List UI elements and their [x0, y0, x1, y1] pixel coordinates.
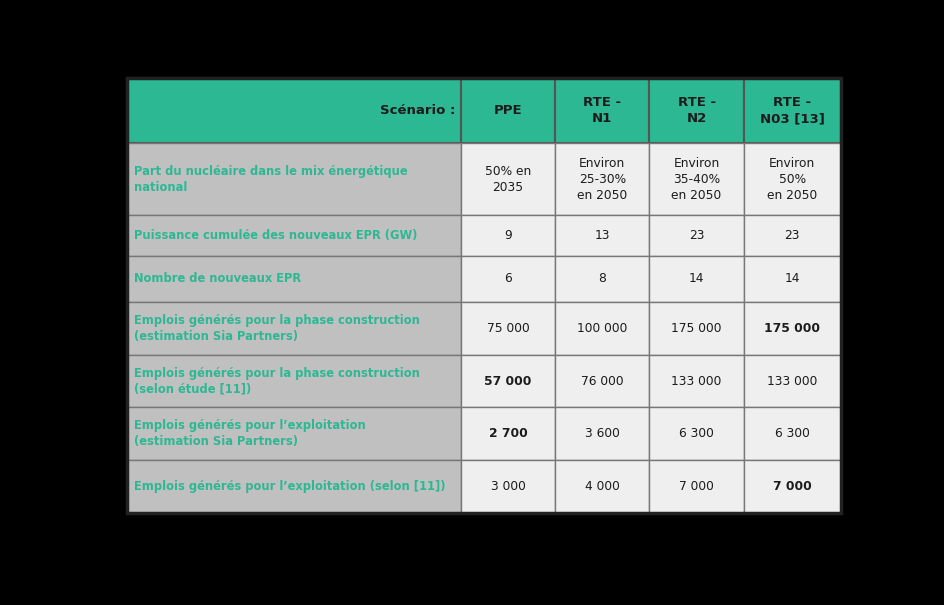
Text: 7 000: 7 000	[773, 480, 812, 493]
Bar	[461, 460, 555, 513]
Text: 133 000: 133 000	[671, 374, 722, 388]
Text: Environ
25-30%
en 2050: Environ 25-30% en 2050	[577, 157, 628, 201]
Text: Emplois générés pour l’exploitation (selon [11]): Emplois générés pour l’exploitation (sel…	[134, 480, 446, 493]
Text: 23: 23	[784, 229, 800, 242]
Bar	[555, 302, 649, 355]
Text: Emplois générés pour l’exploitation
(estimation Sia Partners): Emplois générés pour l’exploitation (est…	[134, 419, 366, 448]
Text: Environ
35-40%
en 2050: Environ 35-40% en 2050	[671, 157, 722, 201]
Bar	[649, 143, 744, 215]
Bar	[126, 215, 461, 256]
Text: 4 000: 4 000	[585, 480, 620, 493]
Bar	[461, 407, 555, 460]
Text: Scénario :: Scénario :	[379, 104, 455, 117]
Bar	[126, 460, 461, 513]
Text: 76 000: 76 000	[581, 374, 624, 388]
Bar	[555, 215, 649, 256]
Bar	[744, 143, 841, 215]
Bar	[649, 460, 744, 513]
Text: 6 300: 6 300	[679, 427, 714, 440]
Bar	[649, 256, 744, 302]
Text: Nombre de nouveaux EPR: Nombre de nouveaux EPR	[134, 272, 301, 286]
Bar	[649, 215, 744, 256]
Bar	[555, 355, 649, 407]
Text: Emplois générés pour la phase construction
(selon étude [11]): Emplois générés pour la phase constructi…	[134, 367, 420, 396]
Text: 7 000: 7 000	[679, 480, 714, 493]
Text: 133 000: 133 000	[767, 374, 818, 388]
Bar	[126, 355, 461, 407]
Bar	[126, 302, 461, 355]
Text: Emplois générés pour la phase construction
(estimation Sia Partners): Emplois générés pour la phase constructi…	[134, 314, 420, 343]
Bar	[649, 302, 744, 355]
Bar	[649, 407, 744, 460]
Bar	[461, 143, 555, 215]
Text: RTE -
N1: RTE - N1	[583, 96, 621, 125]
Text: 3 600: 3 600	[585, 427, 620, 440]
Bar	[126, 256, 461, 302]
Text: RTE -
N03 [13]: RTE - N03 [13]	[760, 96, 825, 125]
Bar	[555, 256, 649, 302]
Bar	[126, 78, 461, 143]
Bar	[744, 256, 841, 302]
Bar	[744, 355, 841, 407]
Text: 14: 14	[689, 272, 704, 286]
Text: Environ
50%
en 2050: Environ 50% en 2050	[767, 157, 818, 201]
Text: 50% en
2035: 50% en 2035	[485, 165, 531, 194]
Text: Part du nucléaire dans le mix énergétique
national: Part du nucléaire dans le mix énergétiqu…	[134, 165, 408, 194]
Bar	[744, 215, 841, 256]
Bar	[126, 407, 461, 460]
Text: 2 700: 2 700	[489, 427, 528, 440]
Text: 8: 8	[598, 272, 606, 286]
Text: 6: 6	[504, 272, 512, 286]
Text: 175 000: 175 000	[671, 322, 722, 335]
Text: 57 000: 57 000	[484, 374, 531, 388]
Text: 175 000: 175 000	[765, 322, 820, 335]
Bar	[744, 78, 841, 143]
Text: 6 300: 6 300	[775, 427, 810, 440]
Text: Puissance cumulée des nouveaux EPR (GW): Puissance cumulée des nouveaux EPR (GW)	[134, 229, 417, 242]
Text: 14: 14	[784, 272, 800, 286]
Bar	[461, 256, 555, 302]
Bar	[461, 302, 555, 355]
Bar	[555, 460, 649, 513]
Text: 100 000: 100 000	[577, 322, 628, 335]
Bar	[555, 143, 649, 215]
Text: 75 000: 75 000	[487, 322, 530, 335]
Text: 3 000: 3 000	[491, 480, 526, 493]
Text: 23: 23	[689, 229, 704, 242]
Text: PPE: PPE	[494, 104, 522, 117]
Text: 13: 13	[595, 229, 610, 242]
Bar	[461, 355, 555, 407]
Bar	[744, 407, 841, 460]
Bar	[555, 407, 649, 460]
Text: 9: 9	[504, 229, 512, 242]
Bar	[649, 78, 744, 143]
Text: RTE -
N2: RTE - N2	[678, 96, 716, 125]
Bar	[744, 302, 841, 355]
Bar	[649, 355, 744, 407]
Bar	[461, 78, 555, 143]
Bar	[461, 215, 555, 256]
Bar	[744, 460, 841, 513]
Bar	[126, 143, 461, 215]
Bar	[555, 78, 649, 143]
